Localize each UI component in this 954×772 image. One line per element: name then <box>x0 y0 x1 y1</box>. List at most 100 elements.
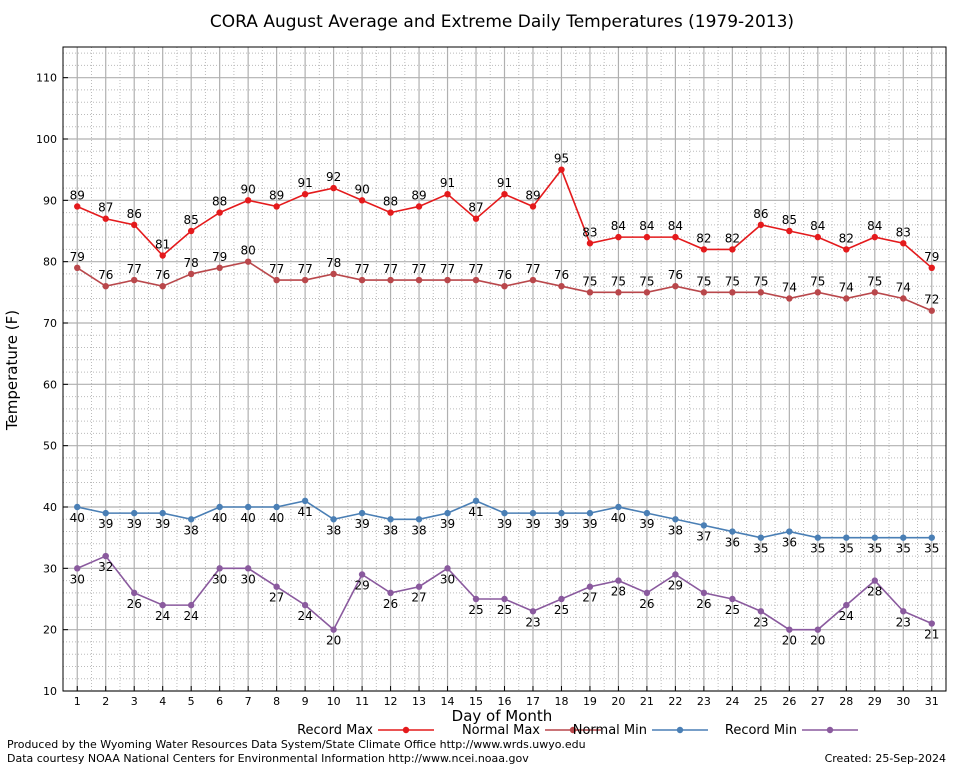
data-point <box>871 577 878 584</box>
data-point <box>843 534 850 541</box>
data-label: 20 <box>810 634 825 648</box>
legend-label: Record Min <box>725 723 797 738</box>
data-label: 79 <box>924 250 939 264</box>
data-label: 24 <box>184 609 199 623</box>
data-label: 75 <box>696 274 711 288</box>
data-point <box>928 264 935 271</box>
data-point <box>586 240 594 247</box>
data-point <box>757 534 765 541</box>
data-label: 39 <box>582 517 597 531</box>
data-point <box>814 233 822 241</box>
data-point <box>131 276 138 284</box>
data-label: 23 <box>896 615 911 629</box>
data-point <box>928 620 935 627</box>
data-point <box>643 289 651 296</box>
data-label: 24 <box>297 609 312 623</box>
data-point <box>358 509 366 517</box>
x-tick-label: 26 <box>782 695 796 708</box>
data-label: 30 <box>440 572 455 586</box>
x-tick-label: 14 <box>441 695 455 708</box>
data-label: 75 <box>611 274 626 288</box>
data-label: 30 <box>70 572 85 586</box>
data-point <box>615 289 622 296</box>
data-point <box>928 534 935 541</box>
data-label: 82 <box>725 231 740 245</box>
y-tick-label: 70 <box>43 317 57 330</box>
data-point <box>900 295 907 302</box>
data-label: 72 <box>924 293 939 307</box>
legend-swatch-marker <box>676 726 684 734</box>
data-point <box>871 534 878 541</box>
data-label: 39 <box>354 517 369 531</box>
data-point <box>501 283 508 290</box>
data-point <box>672 571 679 578</box>
data-point <box>843 295 850 302</box>
x-tick-label: 13 <box>412 695 426 708</box>
y-tick-label: 80 <box>43 256 57 269</box>
data-label: 27 <box>582 591 597 605</box>
data-label: 77 <box>383 262 398 276</box>
data-label: 77 <box>468 262 483 276</box>
data-point <box>529 608 537 615</box>
data-label: 77 <box>411 262 426 276</box>
legend-label: Record Max <box>297 723 373 738</box>
data-label: 35 <box>839 542 854 556</box>
data-point <box>216 565 223 572</box>
data-label: 76 <box>497 268 512 282</box>
data-label: 20 <box>326 634 341 648</box>
data-point <box>672 283 679 290</box>
data-label: 86 <box>753 207 768 221</box>
y-tick-label: 90 <box>43 194 57 207</box>
data-point <box>187 270 195 278</box>
data-label: 75 <box>725 274 740 288</box>
data-label: 74 <box>896 280 911 294</box>
data-label: 36 <box>725 536 740 550</box>
data-label: 32 <box>98 560 113 574</box>
data-label: 26 <box>383 597 398 611</box>
data-point <box>330 184 337 192</box>
data-label: 77 <box>440 262 455 276</box>
data-label: 20 <box>782 634 797 648</box>
data-point <box>74 203 81 210</box>
data-point <box>444 565 451 572</box>
data-label: 36 <box>782 536 797 550</box>
data-label: 23 <box>753 615 768 629</box>
data-label: 35 <box>896 542 911 556</box>
data-point <box>358 276 366 284</box>
data-point <box>415 276 423 284</box>
x-tick-label: 23 <box>697 695 711 708</box>
data-point <box>472 276 480 284</box>
data-point <box>615 577 622 584</box>
y-tick-label: 50 <box>43 440 57 453</box>
data-point <box>501 509 508 517</box>
data-point <box>187 516 195 523</box>
y-tick-label: 60 <box>43 378 57 391</box>
data-label: 38 <box>383 523 398 537</box>
data-point <box>558 166 565 173</box>
data-label: 35 <box>867 542 882 556</box>
data-label: 78 <box>184 256 199 270</box>
data-point <box>501 191 508 198</box>
y-tick-label: 40 <box>43 501 57 514</box>
data-label: 35 <box>810 542 825 556</box>
data-point <box>472 215 480 222</box>
data-label: 85 <box>782 213 797 227</box>
data-label: 30 <box>241 572 256 586</box>
data-label: 39 <box>497 517 512 531</box>
data-point <box>74 565 81 572</box>
x-axis-label: Day of Month <box>452 707 553 725</box>
credit-line-2: Data courtesy NOAA National Centers for … <box>7 752 529 765</box>
data-point <box>387 516 394 523</box>
data-point <box>444 191 451 198</box>
chart-title: CORA August Average and Extreme Daily Te… <box>210 12 794 32</box>
data-label: 39 <box>525 517 540 531</box>
x-tick-label: 7 <box>245 695 252 708</box>
data-point <box>529 203 537 210</box>
data-label: 91 <box>440 176 455 190</box>
data-point <box>159 283 166 290</box>
data-point <box>131 589 138 597</box>
data-point <box>102 552 109 560</box>
data-label: 79 <box>212 250 227 264</box>
data-point <box>757 608 765 615</box>
